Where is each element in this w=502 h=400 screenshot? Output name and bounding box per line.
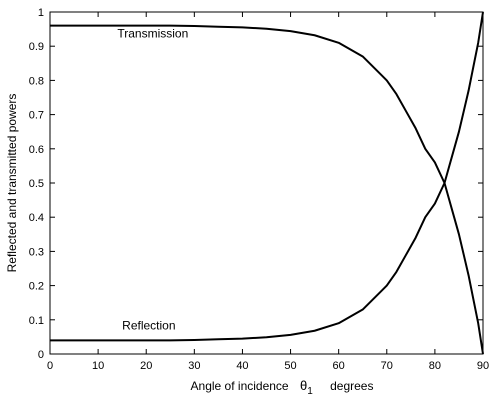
x-tick-label: 20 xyxy=(140,360,152,372)
series-line-transmission xyxy=(50,24,484,355)
x-tick-label: 80 xyxy=(429,360,441,372)
x-axis-label-subscript: 1 xyxy=(307,386,313,397)
y-tick-label: 1 xyxy=(38,7,44,19)
x-tick-label: 50 xyxy=(284,360,296,372)
x-tick-label: 10 xyxy=(92,360,104,372)
x-axis-label-text: Angle of incidence xyxy=(191,379,289,393)
x-tick-label: 0 xyxy=(47,360,53,372)
series-layer xyxy=(50,11,484,355)
x-tick-label: 30 xyxy=(188,360,200,372)
series-line-reflection xyxy=(50,11,484,342)
x-axis-label-symbol: θ xyxy=(300,378,307,393)
y-tick-label: 0.2 xyxy=(29,281,44,293)
y-tick-label: 0.7 xyxy=(29,110,44,122)
y-tick-label: 0.8 xyxy=(29,75,44,87)
x-tick-label: 70 xyxy=(381,360,393,372)
annotation-transmission: Transmission xyxy=(117,27,188,41)
y-tick-label: 0.3 xyxy=(29,246,44,258)
y-tick-label: 0.9 xyxy=(29,41,44,53)
x-tick-label: 40 xyxy=(236,360,248,372)
y-tick-label: 0.4 xyxy=(29,212,44,224)
annotation-layer: Transmission Reflection xyxy=(117,27,188,333)
annotation-reflection: Reflection xyxy=(122,318,175,332)
x-axis-label: Angle of incidence θ1 degrees xyxy=(191,378,374,397)
plot-area xyxy=(49,11,484,355)
x-tick-label: 60 xyxy=(333,360,345,372)
x-axis-label-unit: degrees xyxy=(330,379,373,393)
y-tick-label: 0.1 xyxy=(29,315,44,327)
ticks: 0 10 20 30 40 50 60 70 80 90 0 0.1 0.2 0.3 0.4 0.5 0.6 0.… xyxy=(29,7,489,372)
y-tick-label: 0.5 xyxy=(29,178,44,190)
y-tick-label: 0.6 xyxy=(29,144,44,156)
x-tick-label: 90 xyxy=(477,360,489,372)
y-tick-label: 0 xyxy=(38,349,44,361)
y-axis-label: Reflected and transmitted powers xyxy=(5,94,19,273)
